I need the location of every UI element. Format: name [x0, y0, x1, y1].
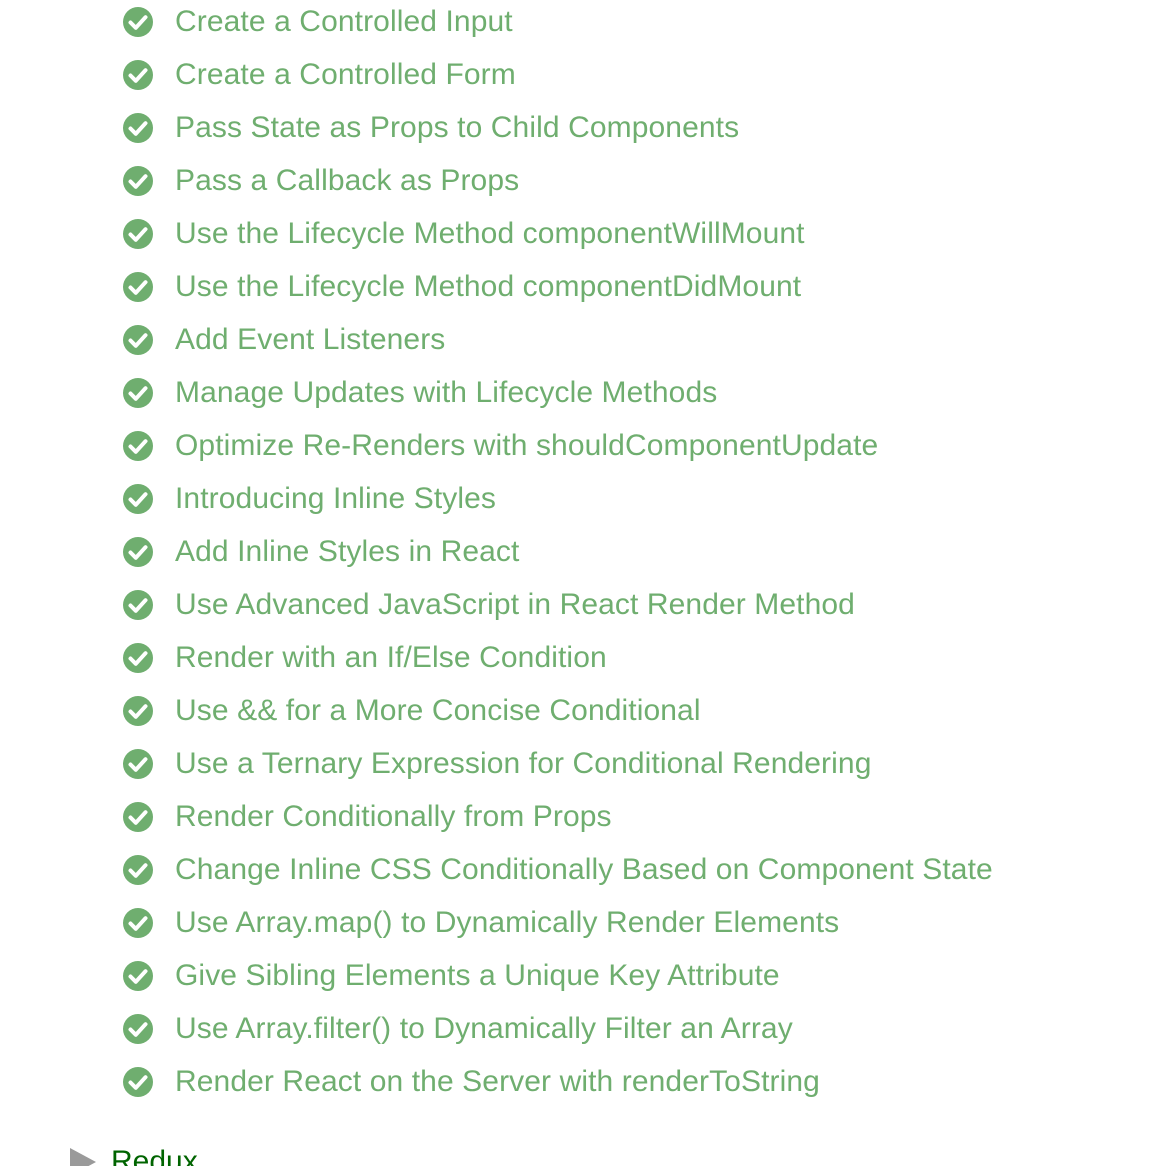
lesson-link[interactable]: Pass State as Props to Child Components: [175, 111, 740, 144]
lesson-item[interactable]: Use && for a More Concise Conditional: [122, 691, 701, 731]
lesson-item[interactable]: Pass State as Props to Child Components: [122, 108, 739, 148]
lesson-item[interactable]: Render Conditionally from Props: [122, 797, 612, 837]
lesson-item[interactable]: Pass a Callback as Props: [122, 161, 519, 201]
check-circle-icon: [123, 1014, 153, 1044]
check-circle-icon: [123, 484, 153, 514]
lesson-item[interactable]: Use Array.filter() to Dynamically Filter…: [122, 1009, 793, 1049]
lesson-link[interactable]: Use the Lifecycle Method componentDidMou…: [175, 270, 802, 303]
lesson-item[interactable]: Use the Lifecycle Method componentWillMo…: [122, 214, 805, 254]
lesson-item[interactable]: Add Inline Styles in React: [122, 532, 519, 572]
lesson-link[interactable]: Optimize Re-Renders with shouldComponent…: [175, 429, 879, 462]
lesson-item[interactable]: Change Inline CSS Conditionally Based on…: [122, 850, 993, 890]
lesson-item[interactable]: Create a Controlled Input: [122, 2, 513, 42]
lesson-item[interactable]: Create a Controlled Form: [122, 55, 516, 95]
lesson-link[interactable]: Create a Controlled Form: [175, 58, 516, 91]
lesson-item[interactable]: Render React on the Server with renderTo…: [122, 1062, 820, 1102]
lesson-link[interactable]: Use Array.map() to Dynamically Render El…: [175, 906, 840, 939]
check-circle-icon: [123, 325, 153, 355]
check-circle-icon: [123, 378, 153, 408]
check-circle-icon: [123, 855, 153, 885]
lesson-link[interactable]: Render Conditionally from Props: [175, 800, 612, 833]
lesson-link[interactable]: Use && for a More Concise Conditional: [175, 694, 701, 727]
lesson-item[interactable]: Introducing Inline Styles: [122, 479, 496, 519]
check-circle-icon: [123, 961, 153, 991]
lesson-link[interactable]: Use a Ternary Expression for Conditional…: [175, 747, 872, 780]
lesson-link[interactable]: Add Inline Styles in React: [175, 535, 520, 568]
lesson-item[interactable]: Manage Updates with Lifecycle Methods: [122, 373, 717, 413]
check-circle-icon: [123, 537, 153, 567]
lesson-item[interactable]: Use Array.map() to Dynamically Render El…: [122, 903, 839, 943]
lesson-item[interactable]: Render with an If/Else Condition: [122, 638, 607, 678]
lesson-item[interactable]: Give Sibling Elements a Unique Key Attri…: [122, 956, 780, 996]
check-circle-icon: [123, 802, 153, 832]
lesson-link[interactable]: Render with an If/Else Condition: [175, 641, 607, 674]
check-circle-icon: [123, 272, 153, 302]
collapsed-triangle-icon[interactable]: [70, 1148, 96, 1166]
check-circle-icon: [123, 219, 153, 249]
check-circle-icon: [123, 431, 153, 461]
lesson-link[interactable]: Use Array.filter() to Dynamically Filter…: [175, 1012, 793, 1045]
lesson-link[interactable]: Use Advanced JavaScript in React Render …: [175, 588, 855, 621]
check-circle-icon: [123, 1067, 153, 1097]
section-redux[interactable]: Redux: [70, 1142, 198, 1166]
lesson-link[interactable]: Create a Controlled Input: [175, 5, 513, 38]
lesson-item[interactable]: Use Advanced JavaScript in React Render …: [122, 585, 855, 625]
lesson-link[interactable]: Use the Lifecycle Method componentWillMo…: [175, 217, 805, 250]
lesson-link[interactable]: Introducing Inline Styles: [175, 482, 497, 515]
lesson-link[interactable]: Give Sibling Elements a Unique Key Attri…: [175, 959, 780, 992]
check-circle-icon: [123, 696, 153, 726]
check-circle-icon: [123, 166, 153, 196]
check-circle-icon: [123, 7, 153, 37]
lesson-item[interactable]: Use a Ternary Expression for Conditional…: [122, 744, 871, 784]
check-circle-icon: [123, 113, 153, 143]
check-circle-icon: [123, 60, 153, 90]
lesson-link[interactable]: Pass a Callback as Props: [175, 164, 520, 197]
lesson-link[interactable]: Manage Updates with Lifecycle Methods: [175, 376, 718, 409]
check-circle-icon: [123, 749, 153, 779]
lesson-item[interactable]: Optimize Re-Renders with shouldComponent…: [122, 426, 878, 466]
lesson-item[interactable]: Use the Lifecycle Method componentDidMou…: [122, 267, 801, 307]
check-circle-icon: [123, 590, 153, 620]
check-circle-icon: [123, 643, 153, 673]
lesson-item[interactable]: Add Event Listeners: [122, 320, 445, 360]
section-title-link[interactable]: Redux: [111, 1145, 198, 1166]
lesson-link[interactable]: Render React on the Server with renderTo…: [175, 1065, 820, 1098]
lesson-link[interactable]: Add Event Listeners: [175, 323, 446, 356]
check-circle-icon: [123, 908, 153, 938]
lesson-link[interactable]: Change Inline CSS Conditionally Based on…: [175, 853, 993, 886]
